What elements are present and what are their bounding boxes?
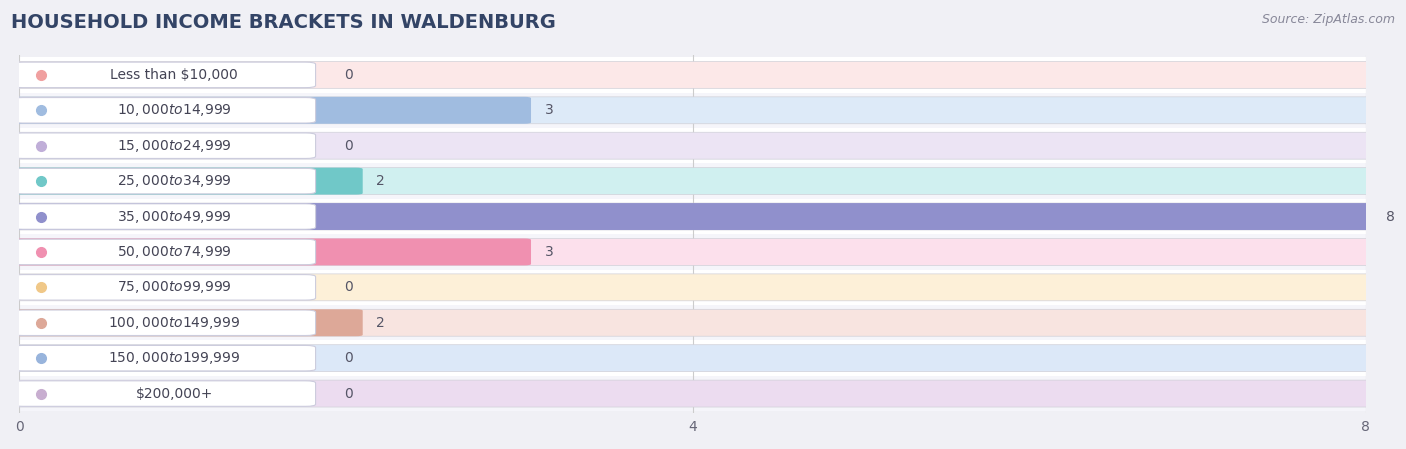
- FancyBboxPatch shape: [13, 274, 1372, 301]
- Text: 0: 0: [344, 139, 353, 153]
- FancyBboxPatch shape: [20, 376, 1365, 411]
- Text: $10,000 to $14,999: $10,000 to $14,999: [117, 102, 232, 118]
- FancyBboxPatch shape: [13, 310, 315, 335]
- FancyBboxPatch shape: [20, 199, 1365, 234]
- FancyBboxPatch shape: [20, 340, 1365, 376]
- FancyBboxPatch shape: [13, 309, 1372, 336]
- FancyBboxPatch shape: [13, 204, 315, 229]
- FancyBboxPatch shape: [13, 239, 315, 265]
- Text: 0: 0: [344, 68, 353, 82]
- FancyBboxPatch shape: [13, 168, 315, 194]
- FancyBboxPatch shape: [13, 309, 363, 336]
- FancyBboxPatch shape: [20, 163, 1365, 199]
- Text: $75,000 to $99,999: $75,000 to $99,999: [117, 279, 232, 295]
- FancyBboxPatch shape: [20, 57, 1365, 92]
- Text: 0: 0: [344, 280, 353, 295]
- FancyBboxPatch shape: [13, 167, 1372, 194]
- FancyBboxPatch shape: [13, 97, 315, 123]
- Text: 2: 2: [377, 174, 385, 188]
- FancyBboxPatch shape: [13, 203, 1372, 230]
- FancyBboxPatch shape: [13, 238, 531, 265]
- FancyBboxPatch shape: [13, 62, 315, 88]
- FancyBboxPatch shape: [20, 234, 1365, 270]
- FancyBboxPatch shape: [20, 92, 1365, 128]
- FancyBboxPatch shape: [13, 133, 315, 158]
- Text: $15,000 to $24,999: $15,000 to $24,999: [117, 138, 232, 154]
- Text: $100,000 to $149,999: $100,000 to $149,999: [108, 315, 240, 331]
- FancyBboxPatch shape: [13, 381, 315, 406]
- FancyBboxPatch shape: [20, 128, 1365, 163]
- FancyBboxPatch shape: [13, 345, 1372, 372]
- FancyBboxPatch shape: [13, 203, 1372, 230]
- Text: 3: 3: [544, 245, 553, 259]
- FancyBboxPatch shape: [20, 305, 1365, 340]
- Text: $200,000+: $200,000+: [135, 387, 212, 401]
- FancyBboxPatch shape: [20, 270, 1365, 305]
- FancyBboxPatch shape: [13, 97, 531, 124]
- FancyBboxPatch shape: [13, 62, 1372, 88]
- Text: 2: 2: [377, 316, 385, 330]
- FancyBboxPatch shape: [13, 380, 1372, 407]
- Text: Less than $10,000: Less than $10,000: [110, 68, 238, 82]
- Text: HOUSEHOLD INCOME BRACKETS IN WALDENBURG: HOUSEHOLD INCOME BRACKETS IN WALDENBURG: [11, 13, 557, 32]
- Text: 8: 8: [1386, 210, 1395, 224]
- Text: Source: ZipAtlas.com: Source: ZipAtlas.com: [1261, 13, 1395, 26]
- Text: $50,000 to $74,999: $50,000 to $74,999: [117, 244, 232, 260]
- Text: $35,000 to $49,999: $35,000 to $49,999: [117, 208, 232, 224]
- Text: 0: 0: [344, 351, 353, 365]
- FancyBboxPatch shape: [13, 167, 363, 194]
- FancyBboxPatch shape: [13, 132, 1372, 159]
- FancyBboxPatch shape: [13, 345, 315, 371]
- FancyBboxPatch shape: [13, 238, 1372, 265]
- Text: 3: 3: [544, 103, 553, 117]
- Text: 0: 0: [344, 387, 353, 401]
- Text: $25,000 to $34,999: $25,000 to $34,999: [117, 173, 232, 189]
- Text: $150,000 to $199,999: $150,000 to $199,999: [108, 350, 240, 366]
- FancyBboxPatch shape: [13, 275, 315, 300]
- FancyBboxPatch shape: [13, 97, 1372, 124]
